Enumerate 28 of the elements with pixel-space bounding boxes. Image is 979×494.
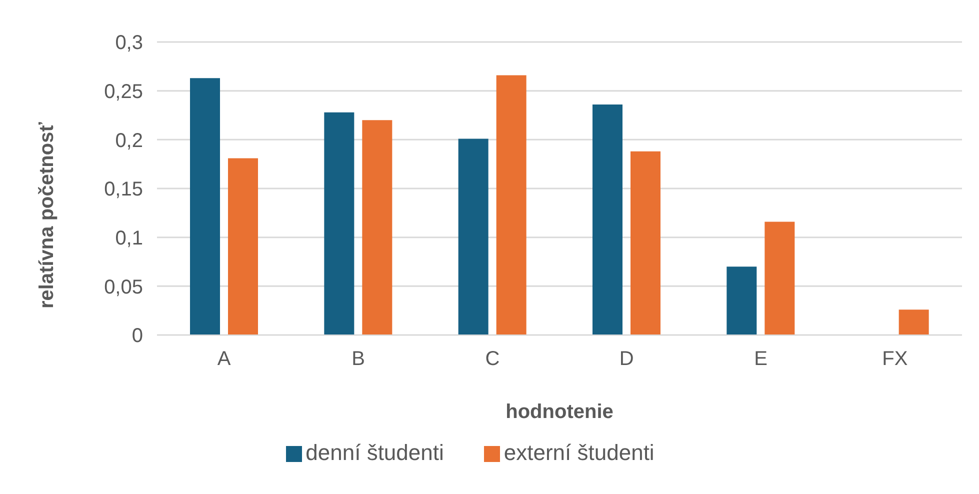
bar	[228, 158, 258, 335]
x-tick-label: B	[352, 348, 365, 370]
y-tick-label: 0	[132, 325, 143, 348]
x-tick-label: A	[217, 348, 232, 370]
x-tick-label: E	[754, 348, 768, 370]
bar	[458, 138, 488, 335]
bar	[898, 310, 929, 335]
legend-label: externí študenti	[504, 440, 654, 465]
x-axis-title: hodnotenie	[506, 401, 614, 423]
bar	[496, 75, 526, 335]
y-tick-label: 0,15	[104, 178, 143, 201]
bar	[726, 266, 757, 335]
bar	[592, 104, 622, 335]
y-tick-label: 0,3	[115, 32, 143, 54]
y-tick-label: 0,05	[104, 276, 143, 298]
bar	[764, 222, 795, 335]
bar	[324, 112, 354, 335]
y-tick-label: 0,2	[115, 130, 143, 152]
y-axis-title: relatívna početnosť	[36, 122, 58, 308]
bar	[190, 78, 220, 335]
legend-label: denní študenti	[306, 440, 444, 465]
x-tick-label: D	[619, 348, 634, 370]
y-tick-label: 0,25	[104, 80, 143, 103]
bar	[630, 151, 660, 335]
x-tick-label: C	[485, 348, 500, 370]
bar	[362, 120, 392, 335]
x-tick-label: FX	[882, 348, 908, 370]
y-tick-label: 0,1	[115, 227, 143, 250]
